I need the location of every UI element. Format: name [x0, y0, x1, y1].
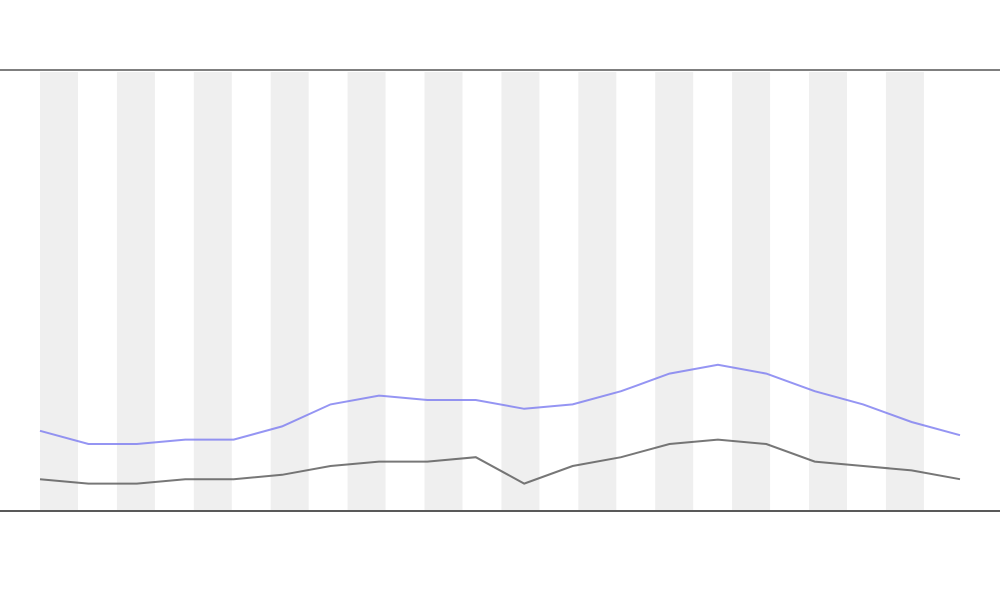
- band: [809, 72, 847, 510]
- band: [578, 72, 617, 510]
- band: [270, 72, 309, 510]
- band: [424, 72, 463, 510]
- band: [347, 72, 386, 510]
- band: [193, 72, 232, 510]
- band: [732, 72, 771, 510]
- series-line: [39, 438, 961, 485]
- background-bands: [40, 72, 924, 510]
- band: [885, 72, 924, 510]
- band: [655, 72, 694, 510]
- series-line: [39, 363, 961, 445]
- band: [501, 72, 540, 510]
- band: [40, 72, 78, 510]
- band: [116, 72, 155, 510]
